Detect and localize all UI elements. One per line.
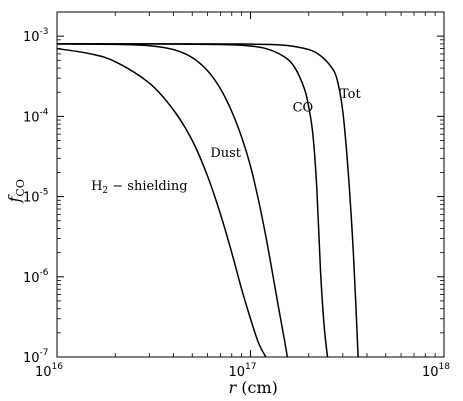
series-label-co: CO — [293, 100, 314, 115]
x-tick-label-base: 10 — [229, 365, 246, 380]
series-label-main: Tot — [340, 87, 361, 102]
plot-frame — [56, 11, 445, 358]
series-line-dust — [56, 43, 289, 358]
y-tick-label-base: 10 — [23, 351, 40, 366]
series-label-main: CO — [293, 100, 314, 115]
y-tick-label: 10-7 — [23, 348, 49, 366]
x-tick-label-base: 10 — [422, 365, 439, 380]
x-axis-title-variable: r — [229, 378, 238, 397]
x-tick-label: 1018 — [422, 362, 450, 380]
y-axis-title-variable: f — [5, 194, 24, 204]
y-tick-label-exponent: -4 — [40, 107, 49, 117]
series-label-main: H — [91, 179, 102, 194]
y-tick-label-base: 10 — [23, 271, 40, 286]
x-axis-title: r (cm) — [229, 378, 278, 397]
series-line-h2-shielding — [56, 47, 267, 358]
series-line-tot — [56, 43, 359, 358]
x-axis-title-unit: (cm) — [236, 378, 278, 397]
y-tick-label: 10-5 — [23, 188, 49, 206]
y-axis-title: fCO — [5, 179, 27, 203]
y-tick-label-exponent: -5 — [40, 188, 49, 198]
x-tick-label: 1016 — [35, 362, 63, 380]
series-label-dust: Dust — [210, 146, 241, 161]
x-tick-label-exponent: 18 — [439, 362, 451, 372]
series-line-co — [56, 43, 329, 358]
y-tick-label: 10-4 — [23, 107, 49, 125]
x-tick-label-exponent: 17 — [245, 362, 256, 372]
y-tick-label-base: 10 — [23, 110, 40, 125]
y-tick-label-base: 10 — [23, 30, 40, 45]
series-label-h2-shielding: H2 − shielding — [91, 179, 187, 196]
x-tick-label-base: 10 — [35, 365, 52, 380]
curves-layer — [56, 43, 359, 358]
x-tick-label: 1017 — [229, 362, 257, 380]
y-axis-title-subscript: CO — [14, 179, 27, 196]
y-tick-label: 10-3 — [23, 27, 49, 45]
y-tick-label: 10-6 — [23, 268, 49, 286]
series-label-subscript: 2 — [102, 186, 108, 196]
y-tick-label-exponent: -3 — [40, 27, 49, 37]
x-tick-label-exponent: 16 — [52, 362, 64, 372]
labels-layer: H2 − shielding Dust CO Tot — [91, 87, 361, 196]
series-label-tot: Tot — [340, 87, 361, 102]
y-tick-label-exponent: -6 — [40, 268, 49, 278]
series-label-rest: − shielding — [108, 179, 187, 194]
y-tick-label-exponent: -7 — [40, 348, 49, 358]
y-tick-label-base: 10 — [23, 191, 40, 206]
series-label-main: Dust — [210, 146, 241, 161]
